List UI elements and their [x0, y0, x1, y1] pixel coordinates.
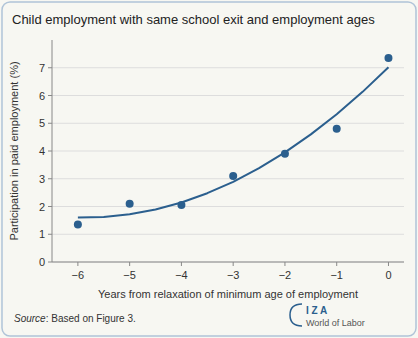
point — [229, 172, 237, 180]
tick-label: −1 — [330, 269, 343, 281]
tick-label: 3 — [39, 173, 45, 185]
point — [281, 150, 289, 158]
tick-label: 5 — [39, 117, 45, 129]
y-axis — [52, 40, 53, 262]
plot-area — [74, 54, 393, 229]
grid-line — [52, 123, 404, 124]
point — [126, 200, 134, 208]
grid-line — [52, 151, 404, 152]
tick — [48, 178, 52, 179]
source: Source: Based on Figure 3. — [14, 313, 136, 324]
tick — [336, 262, 337, 266]
grid-line — [52, 206, 404, 207]
tick — [181, 262, 182, 266]
logo-subtext: World of Labor — [306, 318, 365, 328]
source-text: : Based on Figure 3. — [46, 313, 136, 324]
tick — [388, 262, 389, 266]
tick — [48, 234, 52, 235]
tick-label: −4 — [175, 269, 188, 281]
tick — [233, 262, 234, 266]
tick — [129, 262, 130, 266]
tick-label: 7 — [39, 62, 45, 74]
tick-label: 0 — [39, 256, 45, 268]
point — [74, 221, 82, 229]
x-axis — [52, 262, 404, 263]
logo-text: I Z A — [306, 305, 327, 316]
tick — [48, 67, 52, 68]
logo-mark — [290, 304, 302, 326]
tick — [48, 123, 52, 124]
grid-line — [52, 178, 404, 179]
chart: Child employment with same school exit a… — [0, 0, 418, 338]
tick-label: 6 — [39, 90, 45, 102]
y-axis-label: Participation in paid employment (%) — [8, 61, 20, 240]
tick-label: 0 — [385, 269, 391, 281]
tick-label: −3 — [227, 269, 240, 281]
tick-label: −5 — [123, 269, 136, 281]
point — [177, 201, 185, 209]
tick — [284, 262, 285, 266]
tick — [48, 151, 52, 152]
tick-label: 4 — [39, 145, 45, 157]
grid-line — [52, 262, 404, 263]
tick — [77, 262, 78, 266]
point — [384, 54, 392, 62]
tick — [48, 206, 52, 207]
tick-label: −6 — [72, 269, 85, 281]
tick — [48, 95, 52, 96]
tick-label: 1 — [39, 228, 45, 240]
border — [2, 2, 416, 336]
grid-line — [52, 95, 404, 96]
tick — [48, 262, 52, 263]
title: Child employment with same school exit a… — [12, 12, 375, 27]
source-label: Source — [14, 313, 46, 324]
tick-label: 2 — [39, 201, 45, 213]
trend-line — [78, 67, 389, 217]
grid-line — [52, 67, 404, 68]
tick-label: −2 — [279, 269, 292, 281]
x-axis-label: Years from relaxation of minimum age of … — [98, 288, 358, 300]
point — [333, 125, 341, 133]
grid-line — [52, 234, 404, 235]
